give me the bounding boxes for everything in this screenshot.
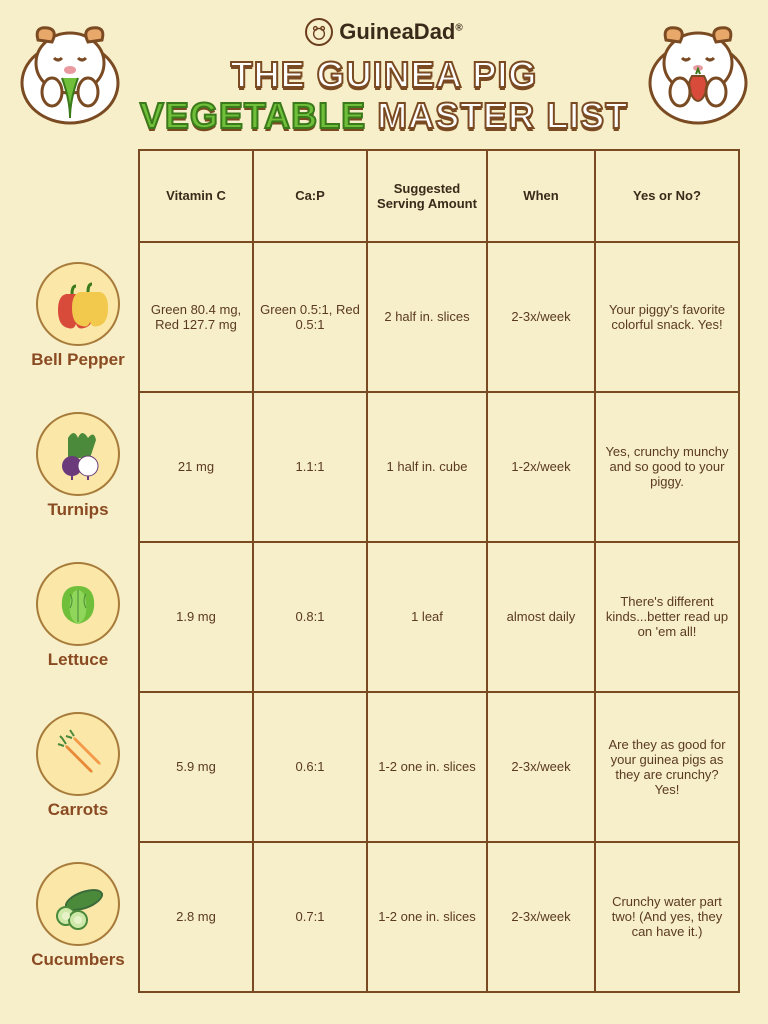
row-name: Lettuce <box>48 650 108 670</box>
cell-cap: Green 0.5:1, Red 0.5:1 <box>253 242 367 392</box>
row-label-turnips: Turnips <box>18 391 138 541</box>
row-label-lettuce: Lettuce <box>18 541 138 691</box>
col-serving: Suggested Serving Amount <box>367 150 487 242</box>
cell-yes: Are they as good for your guinea pigs as… <box>595 692 739 842</box>
cucumbers-icon <box>36 862 120 946</box>
row-name: Cucumbers <box>31 950 125 970</box>
cell-when: 1-2x/week <box>487 392 595 542</box>
vegetable-table: Bell Pepper Turnips Lettuce <box>18 149 740 993</box>
cell-when: 2-3x/week <box>487 842 595 992</box>
table-row: Green 80.4 mg, Red 127.7 mgGreen 0.5:1, … <box>139 242 739 392</box>
brand: GuineaDad® <box>305 18 463 46</box>
cell-serving: 1 leaf <box>367 542 487 692</box>
table-row: 5.9 mg0.6:11-2 one in. slices2-3x/weekAr… <box>139 692 739 842</box>
cell-serving: 1 half in. cube <box>367 392 487 542</box>
table-row: 1.9 mg0.8:11 leafalmost dailyThere's dif… <box>139 542 739 692</box>
cell-yes: Yes, crunchy munchy and so good to your … <box>595 392 739 542</box>
brand-logo-icon <box>305 18 333 46</box>
table-row: 2.8 mg0.7:11-2 one in. slices2-3x/weekCr… <box>139 842 739 992</box>
cell-serving: 2 half in. slices <box>367 242 487 392</box>
col-yes: Yes or No? <box>595 150 739 242</box>
row-labels: Bell Pepper Turnips Lettuce <box>18 149 138 993</box>
cell-cap: 0.8:1 <box>253 542 367 692</box>
row-name: Bell Pepper <box>31 350 125 370</box>
brand-name: GuineaDad® <box>339 19 463 45</box>
mascot-right-icon <box>638 8 758 128</box>
cell-serving: 1-2 one in. slices <box>367 842 487 992</box>
row-name: Turnips <box>47 500 108 520</box>
table-row: 21 mg1.1:11 half in. cube1-2x/weekYes, c… <box>139 392 739 542</box>
turnips-icon <box>36 412 120 496</box>
cell-vitc: 21 mg <box>139 392 253 542</box>
cell-vitc: 5.9 mg <box>139 692 253 842</box>
cell-cap: 1.1:1 <box>253 392 367 542</box>
cell-serving: 1-2 one in. slices <box>367 692 487 842</box>
cell-when: 2-3x/week <box>487 242 595 392</box>
cell-cap: 0.7:1 <box>253 842 367 992</box>
cell-yes: Crunchy water part two! (And yes, they c… <box>595 842 739 992</box>
cell-yes: Your piggy's favorite colorful snack. Ye… <box>595 242 739 392</box>
table-header-row: Vitamin C Ca:P Suggested Serving Amount … <box>139 150 739 242</box>
bell-pepper-icon <box>36 262 120 346</box>
cell-vitc: 1.9 mg <box>139 542 253 692</box>
carrots-icon <box>36 712 120 796</box>
row-label-bell-pepper: Bell Pepper <box>18 241 138 391</box>
cell-vitc: 2.8 mg <box>139 842 253 992</box>
cell-cap: 0.6:1 <box>253 692 367 842</box>
col-when: When <box>487 150 595 242</box>
cell-when: almost daily <box>487 542 595 692</box>
row-name: Carrots <box>48 800 108 820</box>
cell-vitc: Green 80.4 mg, Red 127.7 mg <box>139 242 253 392</box>
mascot-left-icon <box>10 8 130 128</box>
col-cap: Ca:P <box>253 150 367 242</box>
data-table: Vitamin C Ca:P Suggested Serving Amount … <box>138 149 740 993</box>
cell-yes: There's different kinds...better read up… <box>595 542 739 692</box>
cell-when: 2-3x/week <box>487 692 595 842</box>
col-vitc: Vitamin C <box>139 150 253 242</box>
row-label-cucumbers: Cucumbers <box>18 841 138 991</box>
header: GuineaDad® THE GUINEA PIG VEGETABLE MAST… <box>0 0 768 137</box>
row-label-carrots: Carrots <box>18 691 138 841</box>
lettuce-icon <box>36 562 120 646</box>
